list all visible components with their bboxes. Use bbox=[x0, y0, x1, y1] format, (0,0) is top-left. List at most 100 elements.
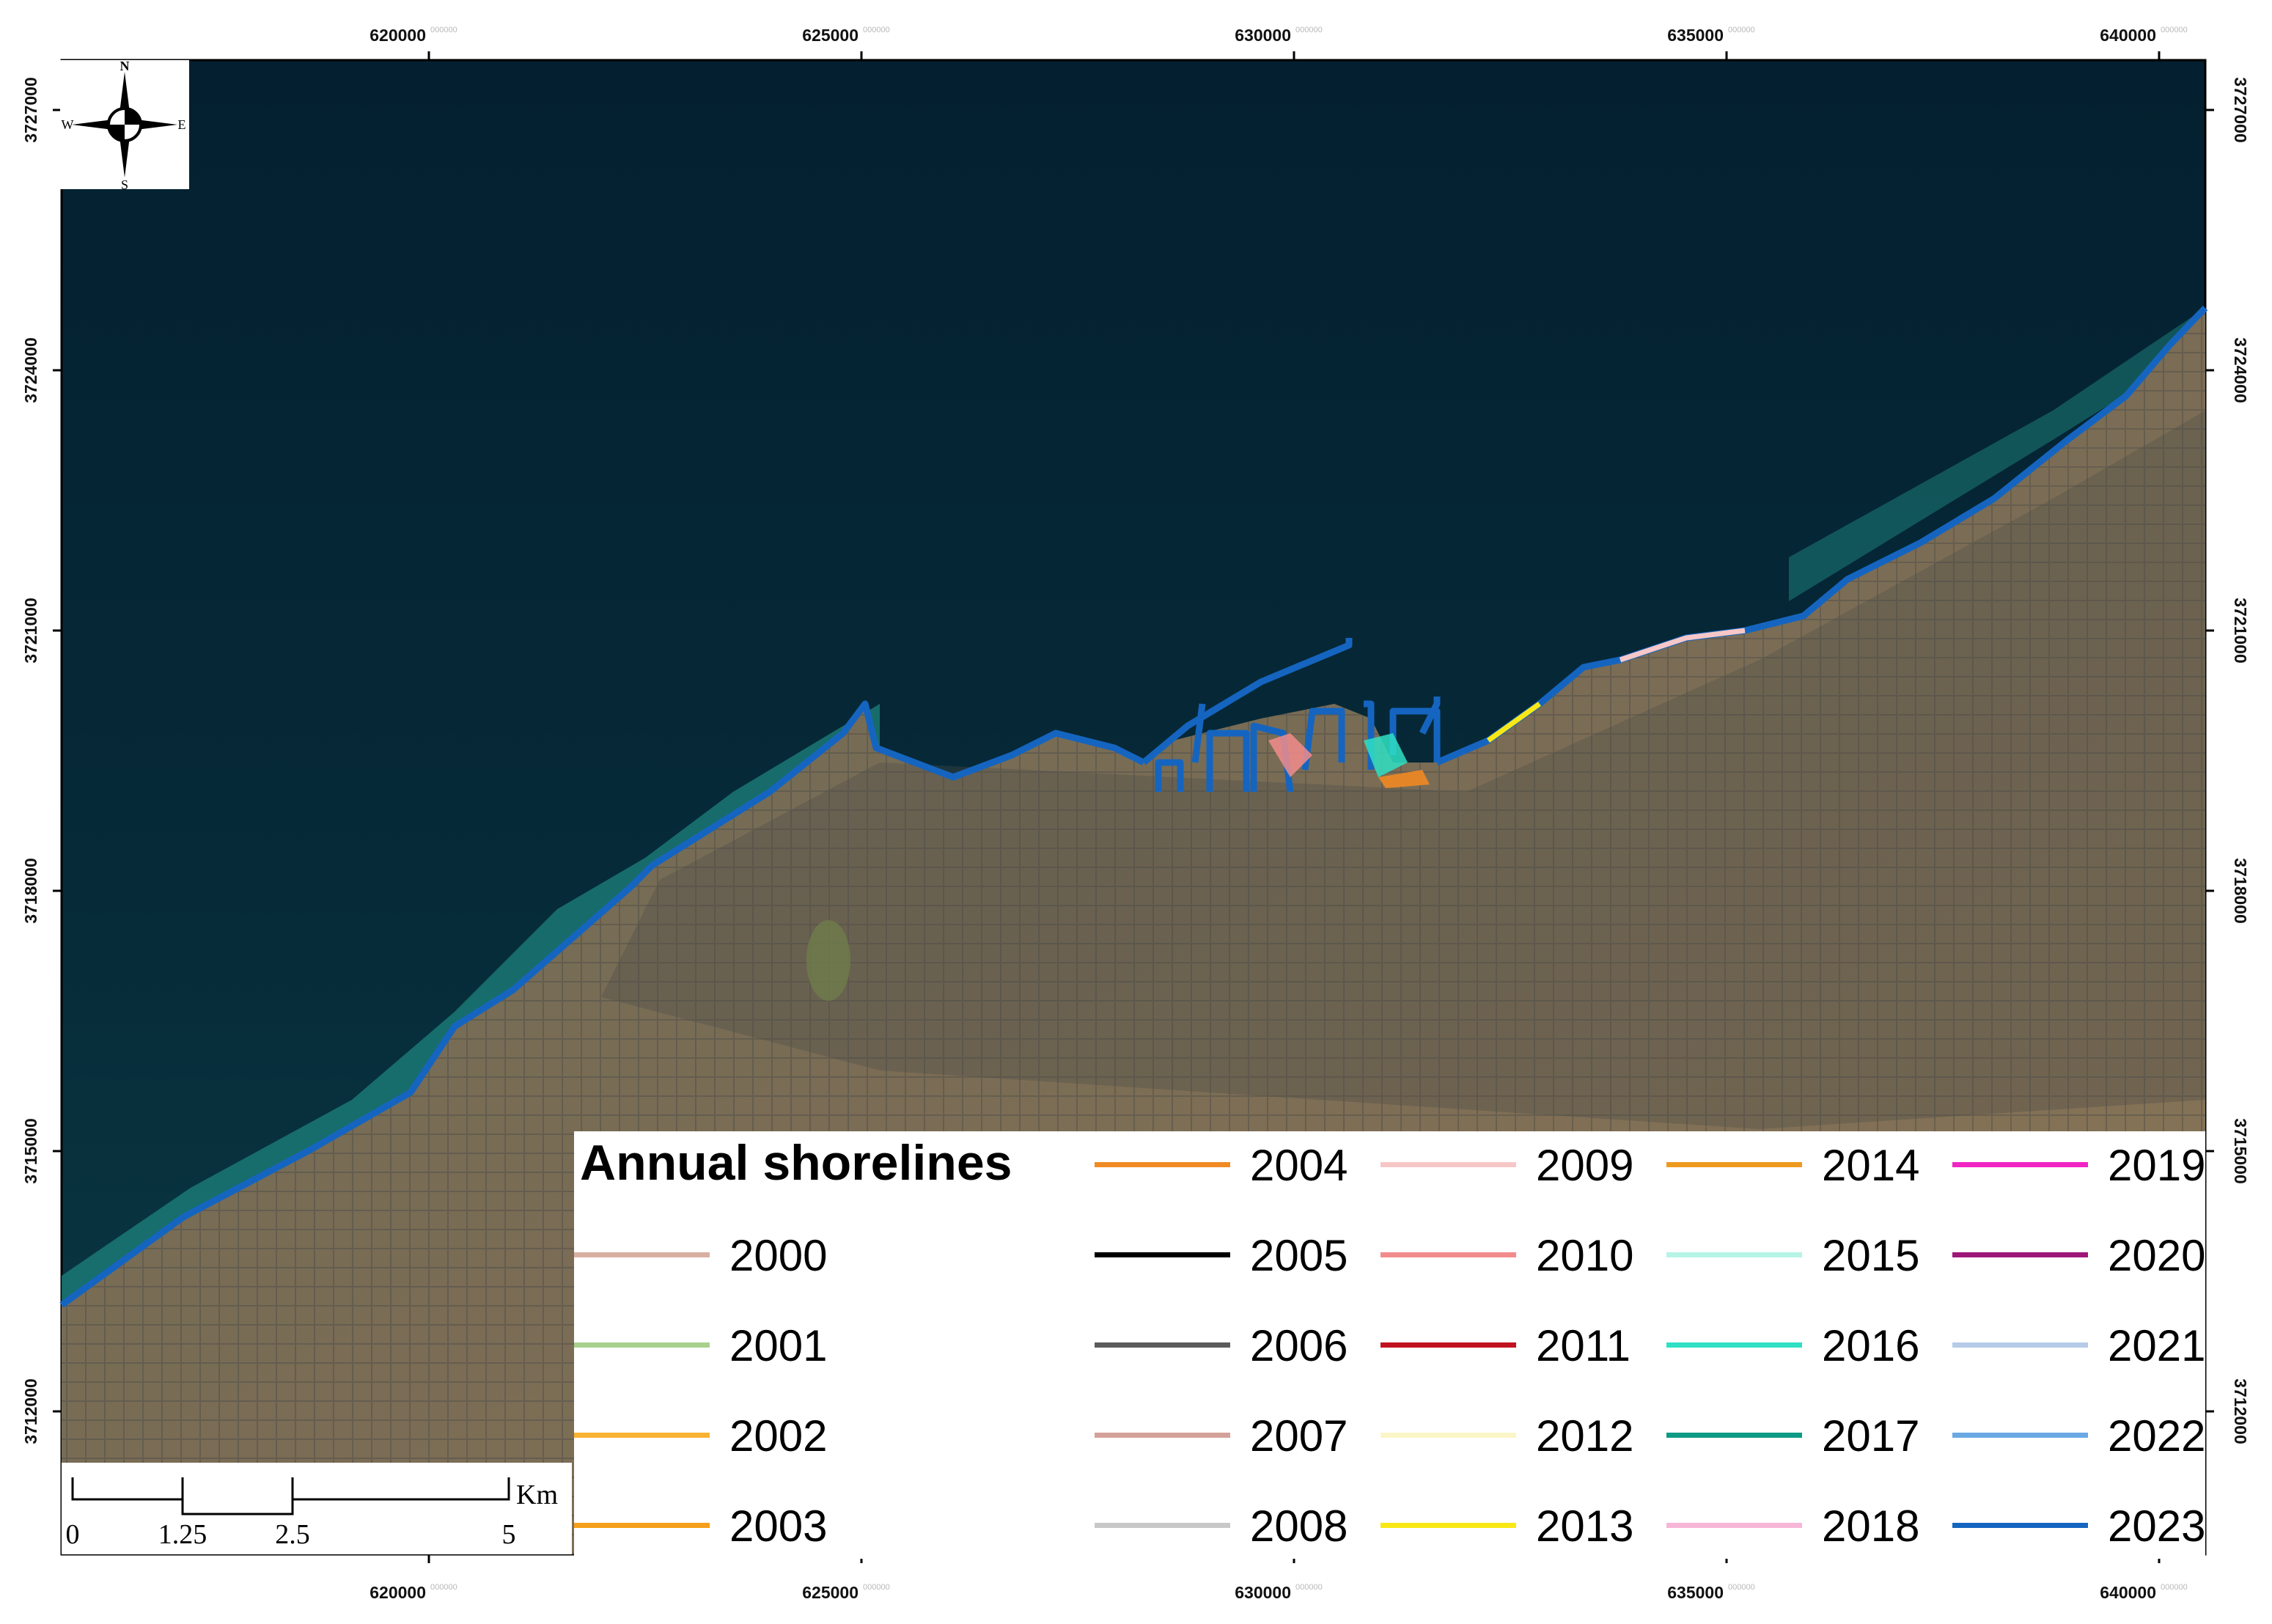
legend-label: 2019 bbox=[2108, 1141, 2206, 1190]
legend-item-2009: 2009 bbox=[1381, 1136, 1634, 1194]
shoreline-2023 bbox=[59, 305, 2208, 1308]
legend-title: Annual shorelines bbox=[580, 1135, 1012, 1191]
legend-item-2005: 2005 bbox=[1095, 1226, 1348, 1285]
legend-item-2023: 2023 bbox=[1952, 1496, 2206, 1555]
legend-swatch bbox=[1095, 1342, 1230, 1348]
legend-swatch bbox=[1666, 1433, 1802, 1438]
legend-label: 2018 bbox=[1822, 1502, 1920, 1551]
y-tick-label-left: 3727000 bbox=[21, 77, 40, 143]
y-tick-label-right: 3712000 bbox=[2231, 1378, 2250, 1444]
port-2004 bbox=[1378, 770, 1430, 788]
legend-swatch bbox=[574, 1252, 710, 1257]
legend-item-2022: 2022 bbox=[1952, 1406, 2206, 1465]
legend-swatch bbox=[1381, 1342, 1516, 1348]
y-tick-label-right: 3718000 bbox=[2231, 858, 2250, 924]
legend-item-2006: 2006 bbox=[1095, 1316, 1348, 1375]
shoreline-2009 bbox=[1619, 628, 1746, 663]
legend-item-2015: 2015 bbox=[1666, 1226, 1919, 1285]
legend-swatch bbox=[1952, 1523, 2088, 1528]
y-tick-label-left: 3721000 bbox=[21, 598, 40, 664]
x-tick-label-top: 640000 bbox=[2100, 26, 2156, 45]
legend-label: 2022 bbox=[2108, 1411, 2206, 1461]
legend-swatch bbox=[1952, 1162, 2088, 1167]
legend-label: 2020 bbox=[2108, 1231, 2206, 1280]
legend-swatch bbox=[1666, 1162, 1802, 1167]
x-tick-suffix-bottom: 000000 bbox=[430, 1583, 457, 1592]
legend-item-2002: 2002 bbox=[574, 1406, 867, 1465]
legend-label: 2007 bbox=[1250, 1411, 1348, 1461]
legend-label: 2014 bbox=[1822, 1141, 1920, 1190]
y-tick-label-right: 3715000 bbox=[2231, 1118, 2250, 1184]
legend-label: 2010 bbox=[1536, 1231, 1634, 1280]
urban-core bbox=[601, 411, 2205, 1129]
legend-item-2010: 2010 bbox=[1381, 1226, 1634, 1285]
x-tick-suffix-bottom: 000000 bbox=[2161, 1583, 2188, 1592]
legend-item-2003: 2003 bbox=[574, 1496, 867, 1555]
legend-item-2020: 2020 bbox=[1952, 1226, 2206, 1285]
legend-label: 2001 bbox=[729, 1321, 828, 1370]
x-tick-label-top: 630000 bbox=[1235, 26, 1291, 45]
legend-label: 2023 bbox=[2108, 1502, 2206, 1551]
legend-swatch bbox=[1381, 1252, 1516, 1257]
legend-label: 2005 bbox=[1250, 1231, 1348, 1280]
legend-swatch bbox=[1095, 1523, 1230, 1528]
shoreline-2013 bbox=[1486, 702, 1542, 743]
y-axis-right: 3727000 3724000 3721000 3718000 3715000 37120… bbox=[2205, 77, 2250, 1444]
x-axis-top: 620000 000000 625000 000000 630000 000000 6350… bbox=[370, 26, 2188, 60]
legend-swatch bbox=[1952, 1433, 2088, 1438]
legend-swatch bbox=[1381, 1433, 1516, 1438]
legend-label: 2004 bbox=[1250, 1141, 1348, 1190]
legend-label: 2008 bbox=[1250, 1502, 1348, 1551]
scale-bar: 0 1.25 2.5 5 Km bbox=[62, 1463, 572, 1554]
x-tick-suffix-top: 000000 bbox=[2161, 26, 2188, 34]
legend-item-2000: 2000 bbox=[574, 1226, 867, 1285]
x-tick-suffix-bottom: 000000 bbox=[1295, 1583, 1323, 1592]
legend-item-2016: 2016 bbox=[1666, 1316, 1920, 1375]
legend-label: 2009 bbox=[1536, 1141, 1634, 1190]
compass-e: E bbox=[178, 117, 186, 132]
y-tick-label-left: 3718000 bbox=[21, 858, 40, 924]
y-tick-label-left: 3724000 bbox=[21, 337, 40, 403]
legend-swatch bbox=[1095, 1433, 1230, 1438]
legend-label: 2002 bbox=[729, 1411, 828, 1461]
legend-label: 2016 bbox=[1822, 1321, 1920, 1370]
port-2016 bbox=[1364, 733, 1408, 777]
port bbox=[1141, 638, 1441, 793]
legend-item-2007: 2007 bbox=[1095, 1406, 1348, 1465]
legend-label: 2012 bbox=[1536, 1411, 1634, 1461]
y-tick-label-left: 3715000 bbox=[21, 1118, 40, 1184]
x-tick-suffix-top: 000000 bbox=[1295, 26, 1323, 34]
x-tick-label-top: 625000 bbox=[802, 26, 859, 45]
legend-label: 2000 bbox=[729, 1231, 828, 1280]
x-tick-suffix-top: 000000 bbox=[430, 26, 457, 34]
legend-swatch bbox=[1381, 1162, 1516, 1167]
x-tick-label-top: 635000 bbox=[1667, 26, 1724, 45]
x-tick-suffix-bottom: 000000 bbox=[1728, 1583, 1755, 1592]
legend-swatch bbox=[1952, 1252, 2088, 1257]
scale-label-0: 0 bbox=[66, 1519, 80, 1550]
legend-label: 2021 bbox=[2108, 1321, 2206, 1370]
legend-item-2012: 2012 bbox=[1381, 1406, 1634, 1465]
legend-item-2008: 2008 bbox=[1095, 1496, 1348, 1555]
compass-w: W bbox=[62, 117, 74, 132]
legend-item-2021: 2021 bbox=[1952, 1316, 2206, 1375]
legend-swatch bbox=[574, 1342, 710, 1348]
legend-swatch bbox=[1095, 1162, 1230, 1167]
x-axis-bottom: 620000 000000 625000 000000 630000 000000 6350… bbox=[370, 1554, 2188, 1602]
legend-swatch bbox=[1666, 1523, 1802, 1528]
y-tick-label-right: 3727000 bbox=[2231, 77, 2250, 143]
scale-label-2: 2.5 bbox=[275, 1519, 310, 1550]
x-tick-label-bottom: 635000 bbox=[1667, 1583, 1724, 1602]
x-tick-label-bottom: 620000 bbox=[370, 1583, 426, 1602]
shallow-water-east bbox=[1789, 308, 2205, 601]
legend-item-2013: 2013 bbox=[1381, 1496, 1633, 1555]
legend-item-2001: 2001 bbox=[574, 1316, 867, 1375]
legend-item-2019: 2019 bbox=[1952, 1136, 2206, 1194]
legend-swatch bbox=[574, 1523, 710, 1528]
legend-item-2014: 2014 bbox=[1666, 1136, 1920, 1194]
compass-rose-icon: N S W E bbox=[62, 59, 186, 192]
scale-unit: Km bbox=[516, 1480, 558, 1510]
x-tick-label-bottom: 625000 bbox=[802, 1583, 859, 1602]
legend-swatch bbox=[1381, 1523, 1516, 1528]
legend-label: 2017 bbox=[1822, 1411, 1920, 1461]
